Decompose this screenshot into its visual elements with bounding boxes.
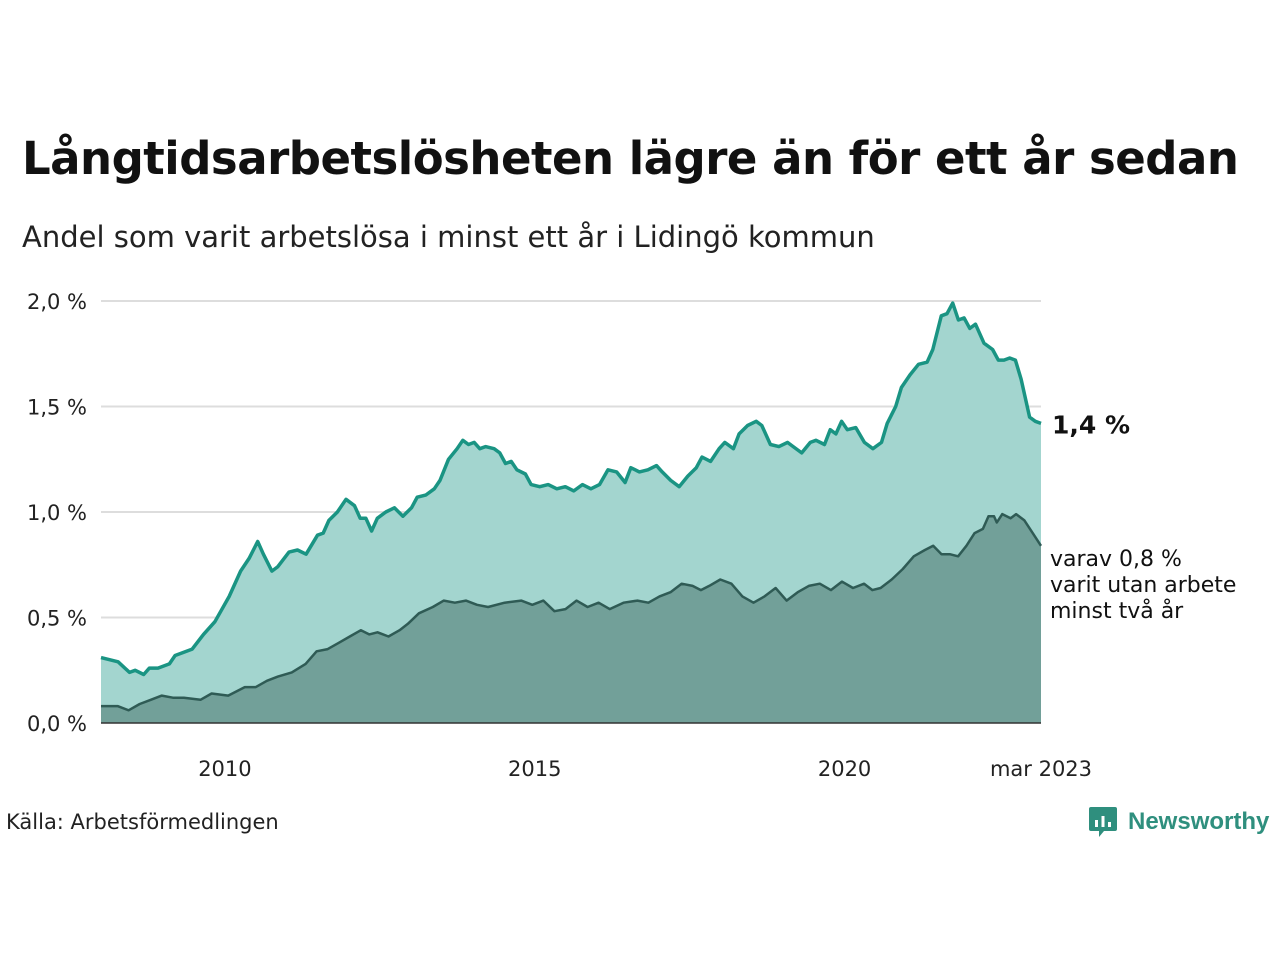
x-axis: 2010 2015 2020 mar 2023: [198, 757, 1092, 781]
series2-end-label-line: varav 0,8 %: [1050, 547, 1182, 572]
x-tick-label: mar 2023: [990, 757, 1092, 781]
x-tick-label: 2015: [508, 757, 561, 781]
chart-title: Långtidsarbetslösheten lägre än för ett …: [22, 132, 1239, 185]
x-tick-label: 2020: [818, 757, 871, 781]
brand-name: Newsworthy: [1128, 808, 1270, 835]
y-axis: 0,0 % 0,5 % 1,0 % 1,5 % 2,0 %: [27, 290, 87, 736]
series-areas: [100, 301, 1043, 723]
y-tick-label: 1,0 %: [27, 501, 87, 525]
series2-end-label: varav 0,8 % varit utan arbete minst två år: [1050, 547, 1236, 624]
series2-end-label-line: varit utan arbete: [1050, 573, 1236, 598]
y-tick-label: 0,5 %: [27, 607, 87, 631]
series2-area: [101, 514, 1041, 723]
series1-line: [100, 301, 1042, 677]
newsworthy-logo-icon: [1089, 807, 1117, 837]
y-tick-label: 2,0 %: [27, 290, 87, 314]
source-note: Källa: Arbetsförmedlingen: [6, 810, 279, 834]
series2-line: [101, 512, 1043, 712]
x-tick-label: 2010: [198, 757, 251, 781]
series1-end-label: 1,4 %: [1052, 410, 1130, 439]
y-tick-label: 0,0 %: [27, 712, 87, 736]
chart-subtitle: Andel som varit arbetslösa i minst ett å…: [22, 220, 875, 254]
y-tick-label: 1,5 %: [27, 396, 87, 420]
series2-end-label-line: minst två år: [1050, 598, 1184, 624]
brand-logo: Newsworthy: [1088, 805, 1269, 839]
